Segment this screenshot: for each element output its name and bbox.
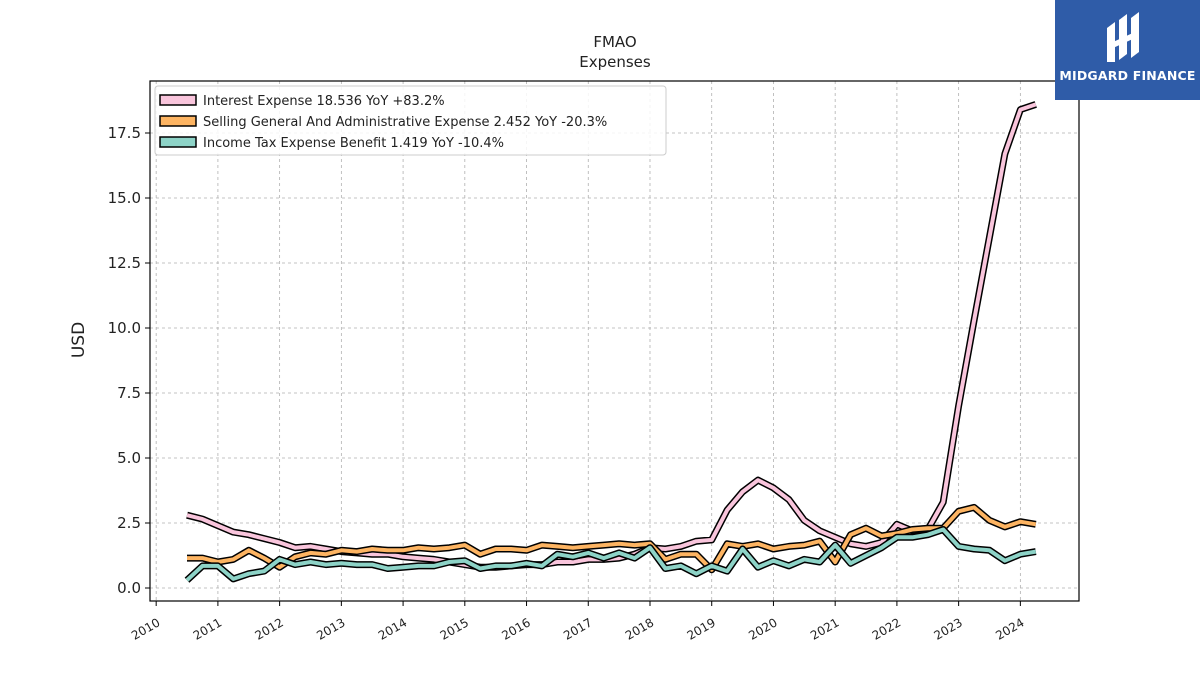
x-tick-label: 2010 bbox=[129, 615, 162, 642]
brand-logo: MIDGARD FINANCE bbox=[1055, 0, 1200, 100]
x-tick-label: 2024 bbox=[993, 615, 1026, 642]
x-tick-label: 2016 bbox=[499, 615, 532, 642]
legend-swatch bbox=[159, 136, 197, 148]
chart-title: FMAO bbox=[593, 33, 636, 51]
plot-frame bbox=[149, 80, 1080, 602]
y-tick-label: 10.0 bbox=[108, 319, 141, 337]
legend-item: Income Tax Expense Benefit 1.419 YoY -10… bbox=[159, 136, 504, 151]
y-tick-label: 2.5 bbox=[117, 514, 141, 532]
series-line-outline bbox=[186, 101, 1037, 571]
x-tick-label: 2015 bbox=[438, 615, 471, 642]
y-tick-label: 15.0 bbox=[108, 189, 141, 207]
x-tick-label: 2018 bbox=[623, 615, 656, 642]
grid-lines bbox=[150, 81, 1079, 601]
y-tick-label: 0.0 bbox=[117, 579, 141, 597]
series-line bbox=[185, 527, 1037, 582]
brand-name: MIDGARD FINANCE bbox=[1059, 68, 1196, 83]
chart-subtitle: Expenses bbox=[579, 53, 651, 71]
series-1 bbox=[186, 101, 1037, 571]
y-tick-label: 7.5 bbox=[117, 384, 141, 402]
x-tick-label: 2013 bbox=[314, 615, 347, 642]
y-axis-label: USD bbox=[69, 322, 89, 358]
x-axis: 2010 2011 2012 2013 2014 2015 2016 2017 2018 2019… bbox=[129, 601, 1027, 643]
x-tick-label: 2019 bbox=[685, 615, 718, 642]
y-tick-label: 5.0 bbox=[117, 449, 141, 467]
x-tick-label: 2021 bbox=[808, 615, 841, 642]
legend-item: Interest Expense 18.536 YoY +83.2% bbox=[159, 94, 445, 109]
legend-label: Income Tax Expense Benefit 1.419 YoY -10… bbox=[203, 136, 504, 151]
legend: Interest Expense 18.536 YoY +83.2% Sellin… bbox=[154, 85, 667, 156]
legend-swatch bbox=[159, 94, 197, 106]
legend-item: Selling General And Administrative Expen… bbox=[159, 115, 607, 130]
y-tick-label: 12.5 bbox=[108, 254, 141, 272]
legend-box bbox=[154, 85, 667, 156]
y-tick-label: 17.5 bbox=[108, 124, 141, 142]
brand-mark-icon bbox=[1107, 12, 1139, 62]
x-tick-label: 2011 bbox=[191, 615, 224, 642]
x-tick-label: 2012 bbox=[252, 615, 285, 642]
legend-swatch bbox=[159, 115, 197, 127]
legend-label: Interest Expense 18.536 YoY +83.2% bbox=[203, 94, 445, 109]
series-line bbox=[187, 505, 1037, 572]
series-3 bbox=[184, 526, 1037, 583]
series-line bbox=[186, 102, 1037, 570]
y-axis: 0.0 2.5 5.0 7.5 10.0 12.5 15.0 17.5 bbox=[108, 124, 150, 597]
x-tick-label: 2014 bbox=[376, 615, 409, 642]
x-tick-label: 2023 bbox=[931, 615, 964, 642]
x-tick-label: 2022 bbox=[870, 615, 903, 642]
x-tick-label: 2020 bbox=[746, 615, 779, 642]
legend-label: Selling General And Administrative Expen… bbox=[203, 115, 607, 130]
x-tick-label: 2017 bbox=[561, 615, 594, 642]
series-layer bbox=[184, 101, 1037, 583]
series-2 bbox=[187, 503, 1037, 574]
